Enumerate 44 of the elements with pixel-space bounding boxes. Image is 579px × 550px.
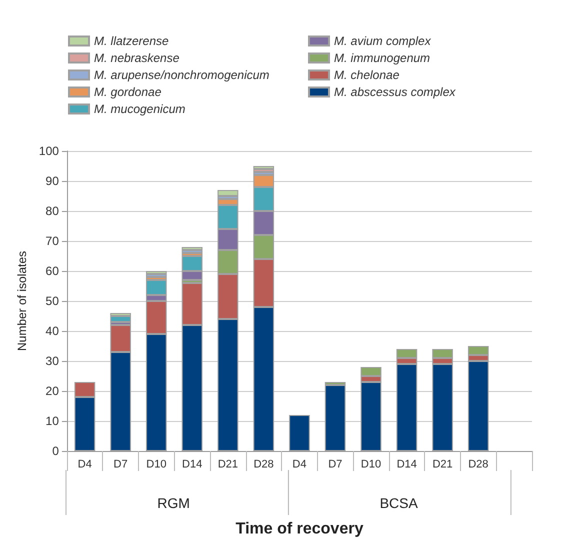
y-tick-label: 20 (46, 384, 60, 398)
x-tick-label: D14 (182, 458, 202, 470)
bar (253, 166, 274, 169)
bar (182, 247, 203, 250)
x-tick-label: D10 (360, 458, 382, 470)
y-tick-label: 30 (46, 354, 60, 368)
bar (110, 316, 131, 322)
bar (146, 271, 167, 274)
legend-label: M. chelonae (334, 68, 400, 82)
x-tick-label: D4 (78, 458, 92, 470)
x-tick-label: D10 (146, 458, 166, 470)
y-tick-label: 40 (46, 324, 60, 338)
y-tick-label: 0 (52, 444, 60, 458)
legend-label: M. abscessus complex (334, 85, 456, 99)
x-tick-label: D28 (468, 458, 488, 470)
x-tick-label: D7 (328, 458, 342, 470)
text: RGM (157, 495, 190, 511)
x-tick-label: D21 (218, 458, 238, 470)
legend-label: M. immunogenum (334, 51, 430, 65)
bar (182, 250, 203, 253)
legend-label: M. llatzerense (94, 34, 170, 48)
legend-label: M. nebraskense (94, 51, 180, 65)
bar (218, 190, 238, 196)
legend-label: M. mucogenicum (94, 102, 186, 116)
y-tick-label: 90 (46, 174, 60, 188)
y-tick-label: 80 (46, 204, 60, 218)
x-tick-label: D4 (292, 458, 306, 470)
legend-label: M. avium complex (334, 34, 432, 48)
bar (146, 274, 167, 277)
legend-label: M. arupense/nonchromogenicum (94, 68, 270, 82)
y-tick-label: 50 (46, 294, 60, 308)
y-tick-label: 10 (46, 414, 60, 428)
x-tick-label: D21 (432, 458, 453, 470)
y-tick-label: 60 (46, 264, 60, 278)
x-tick-label: D28 (254, 458, 274, 470)
text: BCSA (380, 495, 418, 511)
x-tick-label: D14 (396, 458, 417, 470)
y-tick-label: 70 (46, 234, 60, 248)
y-axis-title: Number of isolates (15, 250, 29, 352)
bar (253, 169, 274, 172)
y-tick-label: 100 (38, 144, 60, 158)
x-axis-title: Time of recovery (236, 520, 364, 538)
legend-label: M. gordonae (94, 85, 162, 99)
x-tick-label: D7 (114, 458, 128, 470)
